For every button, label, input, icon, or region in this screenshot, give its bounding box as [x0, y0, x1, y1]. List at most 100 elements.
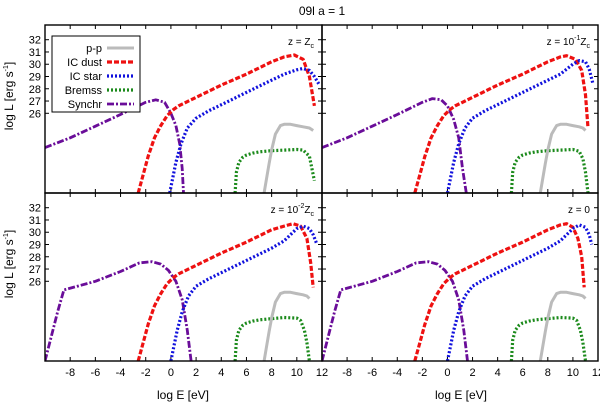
- panel-label-sup: -2: [298, 203, 304, 210]
- panel-label: z = 0: [568, 205, 590, 216]
- panel-label: z = Zc: [288, 37, 315, 50]
- panel-label: z = 10-1Zc: [547, 35, 591, 50]
- series-line-bremss: [233, 315, 311, 361]
- x-tick-label: -2: [141, 367, 151, 379]
- series-line-bremss: [509, 147, 590, 193]
- series-line-bremss: [509, 315, 588, 361]
- y-tick-label: 28: [29, 252, 41, 264]
- x-tick-label: -8: [65, 367, 75, 379]
- panel-frame: [321, 24, 599, 194]
- panel-4: z = 0: [321, 192, 599, 362]
- panel-label: z = 10-2Zc: [271, 203, 315, 218]
- panel-frame: [44, 192, 323, 362]
- chart-title: 09l a = 1: [299, 4, 346, 18]
- y-axis-title: log L [erg s-1]: [2, 62, 16, 131]
- panel-label-base: z =: [288, 37, 304, 48]
- x-tick-label: -4: [392, 367, 402, 379]
- x-tick-label: -8: [342, 367, 352, 379]
- x-tick-label: 8: [269, 367, 275, 379]
- y-tick-label: 28: [29, 84, 41, 96]
- x-tick-label: 4: [495, 367, 501, 379]
- y-tick-label: 32: [29, 35, 41, 47]
- legend-label: p-p: [86, 43, 102, 55]
- x-axis-label-right: log E [eV]: [435, 388, 487, 402]
- series-line-p-p: [538, 122, 587, 193]
- x-tick-label: 10: [567, 367, 579, 379]
- panel-frame: [321, 192, 599, 362]
- y-tick-label: 29: [29, 72, 41, 84]
- legend-label: Bremss: [65, 85, 103, 97]
- x-tick-label: 8: [545, 367, 551, 379]
- panel-3: z = 10-2Zc: [44, 192, 323, 362]
- panel-label-main: Z: [580, 37, 586, 48]
- y-title-base: log L [erg s: [2, 239, 16, 298]
- series-line-ic-star: [169, 224, 319, 361]
- x-tick-label: 10: [291, 367, 303, 379]
- y-tick-label: 26: [29, 108, 41, 120]
- y-title-sup: -1: [3, 233, 10, 239]
- series-line-ic-dust: [413, 54, 590, 193]
- panel-2: z = 10-1Zc: [321, 24, 599, 194]
- series-group: [45, 222, 319, 361]
- y-title-sup: -1: [3, 65, 10, 71]
- x-tick-label: 2: [469, 367, 475, 379]
- panel-label-base: z = 0: [568, 205, 590, 216]
- y-axis-label-top: log L [erg s-1]: [2, 62, 16, 131]
- y-tick-label: 30: [29, 59, 41, 71]
- y-tick-label: 31: [29, 47, 41, 59]
- legend-label: IC dust: [67, 57, 102, 69]
- x-tick-label: 4: [218, 367, 224, 379]
- y-axis-title: log L [erg s-1]: [2, 230, 16, 299]
- panel-label-base: z = 10: [547, 37, 575, 48]
- panel-label-sup: -1: [574, 35, 580, 42]
- series-line-p-p: [262, 122, 315, 193]
- series-group: [45, 53, 321, 193]
- x-tick-label: 0: [168, 367, 174, 379]
- x-tick-label: -6: [90, 367, 100, 379]
- y-tick-label: 30: [29, 227, 41, 239]
- y-tick-label: 27: [29, 264, 41, 276]
- y-tick-label: 26: [29, 276, 41, 288]
- legend: p-p IC dust IC star Bremss Synchr: [51, 35, 141, 113]
- x-tick-label: 0: [444, 367, 450, 379]
- series-line-ic-star: [445, 58, 595, 193]
- panel-label-sub: c: [311, 43, 315, 50]
- series-line-synchr: [45, 98, 185, 193]
- x-tick-label: 2: [193, 367, 199, 379]
- panel-label-sub: c: [311, 211, 315, 218]
- x-tick-label: -6: [367, 367, 377, 379]
- series-line-ic-dust: [136, 53, 316, 193]
- panel-label-main: Z: [304, 205, 310, 216]
- legend-label: IC star: [70, 71, 103, 83]
- y-axis-label-bottom: log L [erg s-1]: [2, 230, 16, 299]
- y-title-base: log L [erg s: [2, 71, 16, 130]
- x-tick-label: 12: [592, 367, 600, 379]
- y-title-close: ]: [2, 230, 16, 233]
- panel-label-main: Z: [304, 37, 310, 48]
- y-tick-label: 31: [29, 215, 41, 227]
- series-line-ic-star: [445, 223, 594, 361]
- y-tick-label: 29: [29, 240, 41, 252]
- series-group: [322, 222, 594, 361]
- panel-label-sub: c: [587, 43, 591, 50]
- series-line-p-p: [262, 290, 311, 361]
- x-tick-label: 6: [243, 367, 249, 379]
- x-axis-label-left: log E [eV]: [157, 388, 209, 402]
- x-tick-label: 12: [316, 367, 328, 379]
- panel-label-base: z = 10: [271, 205, 299, 216]
- series-line-synchr: [45, 260, 193, 361]
- series-line-synchr: [322, 260, 469, 361]
- series-line-bremss: [233, 147, 316, 193]
- series-line-synchr: [322, 97, 468, 193]
- legend-label: Synchr: [68, 99, 103, 111]
- x-tick-label: 6: [520, 367, 526, 379]
- x-tick-label: -2: [417, 367, 427, 379]
- y-title-close: ]: [2, 62, 16, 65]
- y-tick-label: 32: [29, 203, 41, 215]
- y-tick-label: 27: [29, 96, 41, 108]
- series-group: [322, 54, 595, 193]
- x-tick-label: -4: [116, 367, 126, 379]
